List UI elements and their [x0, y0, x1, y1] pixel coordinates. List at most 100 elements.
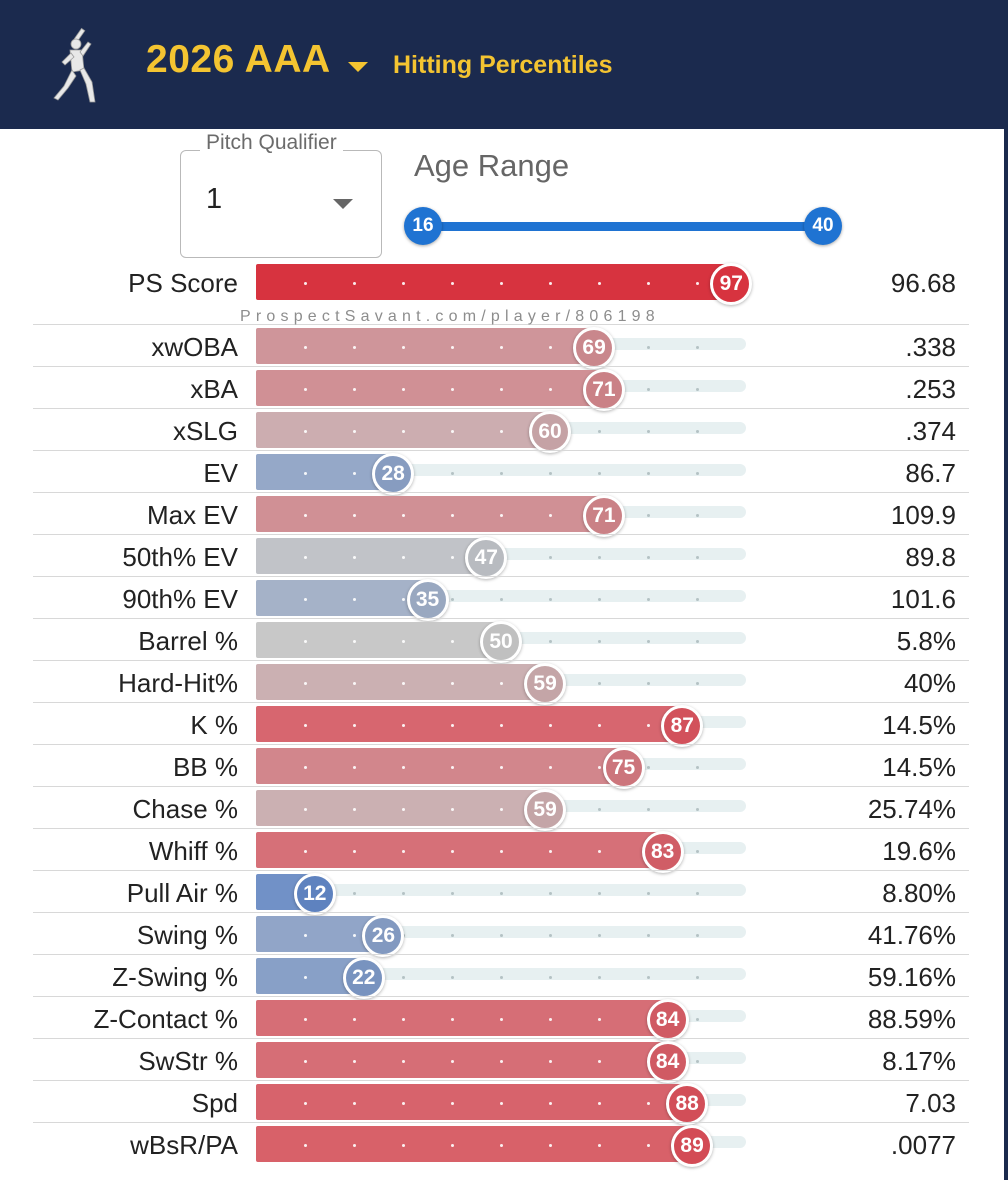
row-divider	[33, 408, 969, 409]
track-dot	[647, 346, 650, 349]
percentile-badge[interactable]: 83	[641, 831, 684, 873]
track-dot	[451, 282, 454, 285]
track-dot	[598, 1060, 601, 1063]
track-dot	[353, 388, 356, 391]
percentile-track	[256, 884, 746, 896]
track-dot	[696, 1060, 699, 1063]
percentile-badge[interactable]: 26	[362, 915, 405, 957]
row-divider	[33, 1038, 969, 1039]
track-dot	[598, 850, 601, 853]
row-divider	[33, 870, 969, 871]
track-dot	[549, 388, 552, 391]
pitch-qualifier-value[interactable]: 1	[206, 183, 223, 215]
row-divider	[33, 618, 969, 619]
metric-value: .374	[905, 416, 956, 446]
track-dot	[353, 346, 356, 349]
row-divider	[33, 366, 969, 367]
track-dot	[598, 640, 601, 643]
percentile-badge[interactable]: 50	[480, 621, 522, 663]
track-dot	[402, 430, 405, 433]
percentile-bar	[256, 538, 487, 574]
track-dot	[304, 808, 307, 811]
percentile-badge[interactable]: 87	[661, 705, 704, 747]
track-dot	[696, 934, 699, 937]
track-dot	[696, 472, 699, 475]
track-dot	[451, 430, 454, 433]
metric-label: Barrel %	[138, 626, 238, 656]
percentile-bar	[256, 454, 394, 490]
percentile-bar	[256, 748, 624, 784]
percentile-badge[interactable]: 28	[372, 453, 415, 495]
percentile-badge[interactable]: 59	[524, 663, 567, 705]
metric-row: Swing % 26 41.76%	[0, 912, 1004, 957]
metric-row: Z-Swing % 22 59.16%	[0, 954, 1004, 999]
track-dot	[647, 892, 650, 895]
age-range-label: Age Range	[414, 148, 570, 183]
percentile-badge[interactable]: 12	[293, 873, 336, 915]
track-dot	[402, 1144, 405, 1147]
track-dot	[451, 1144, 454, 1147]
percentile-badge[interactable]: 60	[529, 411, 571, 453]
metric-label: EV	[203, 458, 238, 488]
metric-value: 101.6	[890, 584, 956, 614]
track-dot	[353, 1018, 356, 1021]
track-dot	[500, 766, 503, 769]
track-dot	[451, 514, 454, 517]
metric-value: .0077	[890, 1130, 956, 1160]
track-dot	[647, 640, 650, 643]
track-dot	[304, 640, 307, 643]
row-divider	[33, 1080, 969, 1081]
track-dot	[353, 892, 356, 895]
metric-row: Spd 88 7.03	[0, 1080, 1004, 1125]
track-dot	[647, 514, 650, 517]
percentile-badge[interactable]: 75	[602, 747, 645, 789]
percentile-badge[interactable]: 71	[582, 369, 625, 411]
season-selector[interactable]: 2026 AAA	[146, 38, 331, 81]
percentile-badge[interactable]: 69	[573, 327, 616, 369]
track-dot	[598, 724, 601, 727]
percentile-badge[interactable]: 35	[406, 579, 449, 621]
age-max-thumb[interactable]: 40	[804, 207, 842, 245]
age-min-thumb[interactable]: 16	[404, 207, 442, 245]
percentile-badge[interactable]: 84	[646, 999, 689, 1041]
percentile-badge[interactable]: 47	[465, 537, 508, 579]
percentile-badge[interactable]: 71	[582, 495, 625, 537]
percentile-bar	[256, 1084, 688, 1120]
track-dot	[402, 1018, 405, 1021]
track-dot	[451, 934, 454, 937]
percentile-bar	[256, 706, 683, 742]
percentile-bar	[256, 622, 501, 658]
metric-row: PS Score 97 96.68	[0, 262, 1004, 305]
track-dot	[549, 282, 552, 285]
metric-value: 59.16%	[867, 962, 956, 992]
percentile-badge[interactable]: 97	[710, 263, 753, 305]
track-dot	[304, 598, 307, 601]
track-dot	[696, 388, 699, 391]
track-dot	[549, 598, 552, 601]
metric-value: 7.03	[905, 1088, 956, 1118]
track-dot	[549, 1018, 552, 1021]
row-divider	[33, 660, 969, 661]
percentile-badge[interactable]: 89	[671, 1125, 714, 1167]
track-dot	[353, 430, 356, 433]
metric-value: 88.59%	[867, 1004, 956, 1034]
track-dot	[549, 514, 552, 517]
metric-row: SwStr % 84 8.17%	[0, 1038, 1004, 1083]
percentile-bar	[256, 580, 428, 616]
track-dot	[402, 1060, 405, 1063]
percentile-badge[interactable]: 59	[524, 789, 567, 831]
track-dot	[451, 1102, 454, 1105]
track-dot	[598, 892, 601, 895]
track-dot	[402, 682, 405, 685]
track-dot	[353, 282, 356, 285]
select-caret-icon[interactable]	[333, 199, 353, 209]
percentile-badge[interactable]: 88	[666, 1083, 709, 1125]
track-dot	[500, 430, 503, 433]
track-dot	[647, 766, 650, 769]
chevron-down-icon[interactable]	[348, 62, 368, 72]
percentile-badge[interactable]: 84	[646, 1041, 689, 1083]
track-dot	[696, 556, 699, 559]
age-range-track[interactable]	[423, 222, 823, 231]
track-dot	[304, 1060, 307, 1063]
percentile-badge[interactable]: 22	[342, 957, 385, 999]
